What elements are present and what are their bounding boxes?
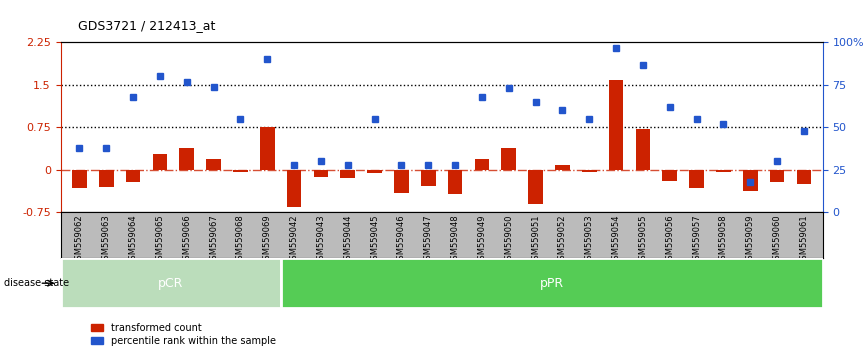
Bar (743, 170, 758, 191)
Text: GSM559060: GSM559060 (772, 215, 782, 266)
Bar (689, 170, 704, 188)
Text: GSM559055: GSM559055 (638, 215, 648, 265)
Bar (126, 170, 140, 182)
Bar (152, 154, 167, 170)
Text: GDS3721 / 212413_at: GDS3721 / 212413_at (78, 19, 216, 32)
Bar (528, 170, 543, 204)
Text: GSM559048: GSM559048 (450, 215, 460, 266)
Bar (394, 170, 409, 193)
Text: GSM559047: GSM559047 (423, 215, 433, 266)
Bar (281, 258, 823, 308)
Bar (797, 170, 811, 184)
Bar (61, 258, 281, 308)
Text: GSM559052: GSM559052 (558, 215, 567, 265)
Text: GSM559056: GSM559056 (665, 215, 675, 266)
Bar (99, 170, 113, 187)
Text: GSM559062: GSM559062 (74, 215, 84, 266)
Bar (770, 170, 785, 182)
Text: GSM559058: GSM559058 (719, 215, 728, 266)
Text: GSM559057: GSM559057 (692, 215, 701, 266)
Text: GSM559049: GSM559049 (477, 215, 487, 265)
Bar (609, 80, 624, 170)
Text: GSM559045: GSM559045 (370, 215, 379, 265)
Text: GSM559053: GSM559053 (585, 215, 594, 266)
Bar (260, 127, 275, 170)
Bar (555, 165, 570, 170)
Bar (313, 170, 328, 177)
Legend: transformed count, percentile rank within the sample: transformed count, percentile rank withi… (92, 323, 276, 346)
Text: GSM559042: GSM559042 (289, 215, 299, 265)
Text: disease state: disease state (4, 278, 69, 288)
Text: GSM559063: GSM559063 (101, 215, 111, 266)
Bar (233, 170, 248, 172)
Text: GSM559051: GSM559051 (531, 215, 540, 265)
Bar (475, 159, 489, 170)
Bar (179, 148, 194, 170)
Text: GSM559067: GSM559067 (209, 215, 218, 266)
Text: GSM559066: GSM559066 (182, 215, 191, 266)
Bar (206, 159, 221, 170)
Text: GSM559043: GSM559043 (316, 215, 326, 266)
Text: GSM559044: GSM559044 (343, 215, 352, 265)
Text: GSM559054: GSM559054 (611, 215, 621, 265)
Text: GSM559059: GSM559059 (746, 215, 755, 265)
Bar (501, 148, 516, 170)
Text: GSM559068: GSM559068 (236, 215, 245, 266)
Bar (340, 170, 355, 178)
Bar (421, 170, 436, 186)
Bar (636, 129, 650, 170)
Text: GSM559050: GSM559050 (504, 215, 514, 265)
Bar (287, 170, 301, 207)
Bar (72, 170, 87, 188)
Text: pCR: pCR (158, 277, 184, 290)
Bar (448, 170, 462, 194)
Bar (716, 170, 731, 172)
Bar (367, 170, 382, 173)
Text: GSM559065: GSM559065 (155, 215, 165, 266)
Text: GSM559064: GSM559064 (128, 215, 138, 266)
Text: GSM559069: GSM559069 (262, 215, 272, 266)
Text: GSM559046: GSM559046 (397, 215, 406, 266)
Bar (582, 170, 597, 172)
Text: pPR: pPR (540, 277, 564, 290)
Bar (662, 170, 677, 181)
Text: GSM559061: GSM559061 (799, 215, 809, 266)
